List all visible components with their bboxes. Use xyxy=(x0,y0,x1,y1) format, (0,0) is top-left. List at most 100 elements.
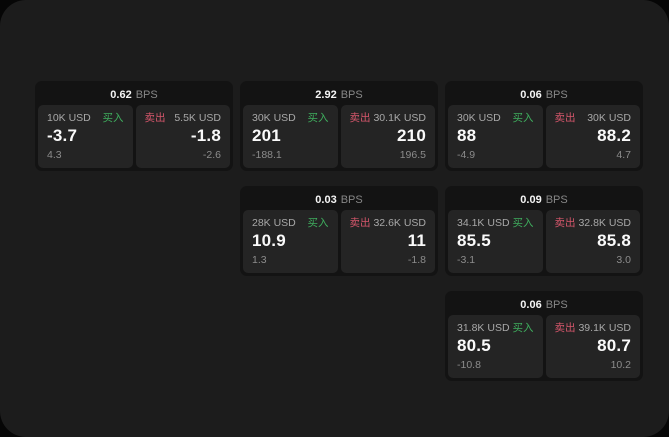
bps-label: BPS xyxy=(340,193,363,206)
buy-label: 买入 xyxy=(102,112,124,124)
buy-tile[interactable]: 30K USD 买入 88 -4.9 xyxy=(448,105,543,168)
sell-price: -1.8 xyxy=(190,126,221,145)
sell-size: 5.5K USD xyxy=(174,112,221,124)
sell-sub-value: 4.7 xyxy=(616,149,631,161)
buy-tile-header: 31.8K USD 买入 xyxy=(457,322,534,335)
sell-tile-header: 卖出 30.1K USD xyxy=(350,112,427,125)
bps-label: BPS xyxy=(135,88,158,101)
buy-sub-value: 1.3 xyxy=(252,254,267,266)
spread-value: 0.06 xyxy=(520,298,542,311)
sell-sub-value: 3.0 xyxy=(616,254,631,266)
buy-sub-value: -10.8 xyxy=(457,359,481,371)
sell-price: 80.7 xyxy=(597,336,631,355)
sell-size: 30K USD xyxy=(587,112,631,124)
buy-tile-header: 28K USD 买入 xyxy=(252,217,329,230)
spread-header: 0.62 BPS xyxy=(38,84,230,105)
buy-sub-value: -188.1 xyxy=(252,149,282,161)
spread-header: 0.06 BPS xyxy=(448,84,640,105)
sell-label: 卖出 xyxy=(554,322,576,334)
buy-sub-value: -3.1 xyxy=(457,254,476,266)
spread-header: 2.92 BPS xyxy=(243,84,435,105)
buy-label: 买入 xyxy=(512,322,534,334)
sell-label: 卖出 xyxy=(349,112,371,124)
buy-size: 10K USD xyxy=(47,112,91,124)
quote-card: 2.92 BPS 30K USD 买入 201 -188.1 卖出 30.1K … xyxy=(240,81,438,171)
sell-tile-header: 卖出 32.8K USD xyxy=(555,217,632,230)
sell-label: 卖出 xyxy=(554,112,576,124)
sell-sub-value: -1.8 xyxy=(407,254,426,266)
quote-tiles: 30K USD 买入 88 -4.9 卖出 30K USD 88.2 4.7 xyxy=(448,105,640,168)
bps-label: BPS xyxy=(340,88,363,101)
buy-price: 201 xyxy=(252,126,281,145)
sell-size: 30.1K USD xyxy=(373,112,426,124)
buy-label: 买入 xyxy=(512,217,534,229)
quote-card: 0.06 BPS 30K USD 买入 88 -4.9 卖出 30K USD xyxy=(445,81,643,171)
buy-tile[interactable]: 31.8K USD 买入 80.5 -10.8 xyxy=(448,315,543,378)
sell-label: 卖出 xyxy=(554,217,576,229)
buy-size: 30K USD xyxy=(457,112,501,124)
sell-price: 85.8 xyxy=(597,231,631,250)
buy-size: 31.8K USD xyxy=(457,322,510,334)
buy-tile[interactable]: 10K USD 买入 -3.7 4.3 xyxy=(38,105,133,168)
buy-size: 34.1K USD xyxy=(457,217,510,229)
buy-size: 28K USD xyxy=(252,217,296,229)
buy-price: 80.5 xyxy=(457,336,491,355)
quote-tiles: 31.8K USD 买入 80.5 -10.8 卖出 39.1K USD 80.… xyxy=(448,315,640,378)
sell-tile[interactable]: 卖出 32.6K USD 11 -1.8 xyxy=(340,210,435,273)
sell-price: 88.2 xyxy=(597,126,631,145)
buy-price: 88 xyxy=(457,126,477,145)
sell-price: 11 xyxy=(407,231,426,250)
quote-tiles: 30K USD 买入 201 -188.1 卖出 30.1K USD 210 1… xyxy=(243,105,435,168)
sell-tile[interactable]: 卖出 32.8K USD 85.8 3.0 xyxy=(545,210,640,273)
quote-tiles: 28K USD 买入 10.9 1.3 卖出 32.6K USD 11 -1.8 xyxy=(243,210,435,273)
quote-tiles: 10K USD 买入 -3.7 4.3 卖出 5.5K USD -1.8 -2.… xyxy=(38,105,230,168)
sell-size: 32.8K USD xyxy=(578,217,631,229)
sell-price: 210 xyxy=(397,126,426,145)
buy-tile[interactable]: 28K USD 买入 10.9 1.3 xyxy=(243,210,338,273)
sell-tile[interactable]: 卖出 30.1K USD 210 196.5 xyxy=(340,105,435,168)
quote-card: 0.06 BPS 31.8K USD 买入 80.5 -10.8 卖出 39.1… xyxy=(445,291,643,381)
bps-label: BPS xyxy=(545,298,568,311)
buy-label: 买入 xyxy=(512,112,534,124)
sell-size: 39.1K USD xyxy=(578,322,631,334)
buy-price: -3.7 xyxy=(47,126,78,145)
buy-label: 买入 xyxy=(307,217,329,229)
sell-tile[interactable]: 卖出 5.5K USD -1.8 -2.6 xyxy=(135,105,230,168)
sell-label: 卖出 xyxy=(349,217,371,229)
sell-tile[interactable]: 卖出 39.1K USD 80.7 10.2 xyxy=(545,315,640,378)
sell-sub-value: 10.2 xyxy=(610,359,631,371)
sell-size: 32.6K USD xyxy=(373,217,426,229)
sell-sub-value: -2.6 xyxy=(202,149,221,161)
spread-value: 0.62 xyxy=(110,88,132,101)
spread-value: 0.03 xyxy=(315,193,337,206)
quote-card: 0.03 BPS 28K USD 买入 10.9 1.3 卖出 32.6K US… xyxy=(240,186,438,276)
bps-label: BPS xyxy=(545,88,568,101)
sell-tile-header: 卖出 32.6K USD xyxy=(350,217,427,230)
spread-value: 0.09 xyxy=(520,193,542,206)
spread-header: 0.03 BPS xyxy=(243,189,435,210)
spread-header: 0.09 BPS xyxy=(448,189,640,210)
buy-sub-value: 4.3 xyxy=(47,149,62,161)
sell-tile-header: 卖出 5.5K USD xyxy=(145,112,222,125)
sell-tile[interactable]: 卖出 30K USD 88.2 4.7 xyxy=(545,105,640,168)
buy-tile-header: 30K USD 买入 xyxy=(457,112,534,125)
sell-tile-header: 卖出 30K USD xyxy=(555,112,632,125)
quote-card: 0.62 BPS 10K USD 买入 -3.7 4.3 卖出 5.5K USD xyxy=(35,81,233,171)
quote-card: 0.09 BPS 34.1K USD 买入 85.5 -3.1 卖出 32.8K… xyxy=(445,186,643,276)
buy-tile-header: 34.1K USD 买入 xyxy=(457,217,534,230)
buy-tile-header: 30K USD 买入 xyxy=(252,112,329,125)
buy-tile[interactable]: 30K USD 买入 201 -188.1 xyxy=(243,105,338,168)
buy-sub-value: -4.9 xyxy=(457,149,476,161)
quote-tiles: 34.1K USD 买入 85.5 -3.1 卖出 32.8K USD 85.8… xyxy=(448,210,640,273)
buy-size: 30K USD xyxy=(252,112,296,124)
spread-value: 0.06 xyxy=(520,88,542,101)
quote-card-grid: 0.62 BPS 10K USD 买入 -3.7 4.3 卖出 5.5K USD xyxy=(35,81,643,381)
sell-sub-value: 196.5 xyxy=(399,149,426,161)
buy-price: 85.5 xyxy=(457,231,491,250)
buy-tile[interactable]: 34.1K USD 买入 85.5 -3.1 xyxy=(448,210,543,273)
buy-tile-header: 10K USD 买入 xyxy=(47,112,124,125)
bps-label: BPS xyxy=(545,193,568,206)
buy-label: 买入 xyxy=(307,112,329,124)
sell-tile-header: 卖出 39.1K USD xyxy=(555,322,632,335)
